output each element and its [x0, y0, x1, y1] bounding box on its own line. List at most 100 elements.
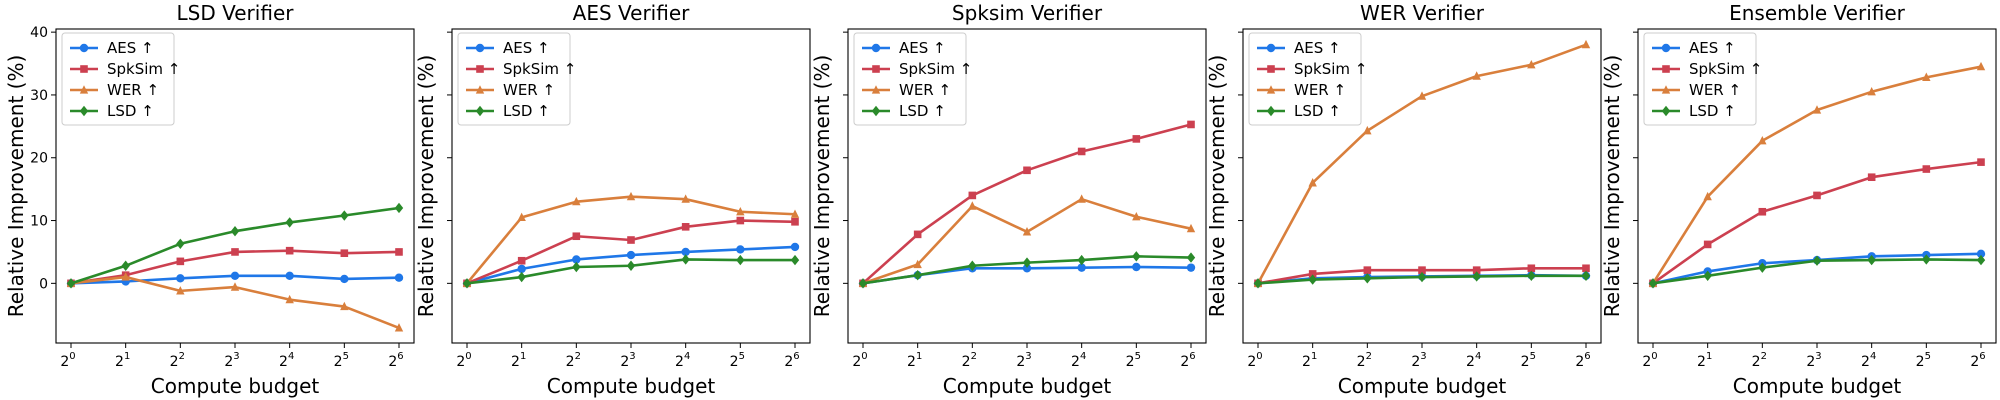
x-tick-label: 25: [1521, 351, 1536, 370]
x-axis-label: Compute budget: [547, 374, 716, 398]
legend-label: LSD ↑: [1689, 102, 1736, 120]
data-point: [736, 216, 745, 225]
data-point: [858, 278, 868, 289]
x-tick-label: 24: [279, 351, 294, 370]
data-point: [572, 196, 581, 206]
data-point: [1867, 254, 1876, 266]
x-tick-label: 20: [60, 351, 75, 370]
data-point: [1187, 120, 1195, 129]
chart-title: Spksim Verifier: [952, 1, 1103, 25]
chart-panel: Ensemble Verifier 20 21 22 23 24 25 26 Compute b…: [1600, 1, 1997, 398]
legend-label: LSD ↑: [503, 102, 550, 120]
x-tick-label: 25: [334, 351, 349, 370]
data-point: [790, 242, 800, 252]
x-tick-label: 23: [1806, 351, 1821, 370]
data-point: [736, 254, 745, 266]
data-series: [1253, 39, 1591, 287]
data-point: [285, 294, 294, 304]
data-point: [968, 260, 977, 271]
data-point: [572, 232, 581, 241]
data-point: [340, 210, 349, 221]
y-tick-label: 10: [30, 214, 48, 230]
data-point: [1703, 240, 1712, 249]
data-series: [1648, 249, 1986, 288]
legend-marker: [476, 65, 484, 73]
data-point: [1977, 158, 1985, 166]
data-point: [1472, 266, 1481, 274]
data-point: [1922, 254, 1931, 265]
data-point: [285, 246, 294, 255]
chart-panel: LSD Verifier 0 10 20 30 40 20 21 22 23 24 25 26 Compu…: [4, 1, 415, 398]
data-point: [1922, 165, 1931, 173]
legend-marker: [871, 85, 881, 94]
data-point: [176, 286, 185, 295]
data-series: [858, 194, 1196, 287]
data-point: [1703, 270, 1712, 282]
y-axis-label: Relative Improvement (%): [4, 55, 28, 318]
data-point: [1867, 173, 1876, 182]
data-point: [1132, 262, 1141, 272]
x-tick-label: 24: [1466, 351, 1481, 370]
data-point: [791, 217, 799, 226]
legend-marker: [79, 43, 89, 53]
legend: AES ↑ SpkSim ↑ WER ↑ LSD ↑: [1248, 32, 1367, 126]
x-tick-label: 26: [784, 351, 799, 370]
chart-panel: AES Verifier 20 21 22 23 24 25 26 Compute budget…: [414, 1, 811, 398]
legend-marker: [1662, 65, 1670, 73]
data-series: [1648, 254, 1986, 289]
data-point: [1527, 264, 1536, 273]
legend-marker: [1266, 105, 1276, 117]
data-point: [1417, 271, 1427, 283]
x-tick-label: 20: [456, 351, 471, 370]
data-point: [1527, 270, 1536, 282]
legend-label: AES ↑: [1294, 39, 1341, 57]
data-point: [1581, 270, 1591, 282]
data-point: [1132, 211, 1141, 221]
data-point: [681, 254, 690, 265]
data-point: [1077, 147, 1086, 156]
data-point: [1077, 263, 1086, 272]
legend: AES ↑ SpkSim ↑ WER ↑ LSD ↑: [457, 32, 576, 126]
x-tick-label: 26: [388, 351, 403, 370]
data-point: [626, 191, 636, 201]
data-point: [627, 236, 635, 244]
data-point: [736, 206, 745, 216]
data-point: [1186, 252, 1196, 263]
x-tick-label: 22: [1752, 351, 1767, 370]
data-point: [1527, 59, 1536, 69]
data-point: [1581, 39, 1591, 49]
legend-marker: [1266, 43, 1276, 53]
legend-marker: [79, 105, 89, 117]
y-tick-label: 0: [39, 276, 48, 292]
legend-label: AES ↑: [1689, 39, 1736, 57]
legend-label: SpkSim ↑: [1689, 60, 1762, 78]
x-tick-label: 25: [1126, 351, 1141, 370]
x-tick-label: 22: [1357, 351, 1372, 370]
data-point: [1976, 61, 1986, 71]
data-point: [66, 278, 76, 289]
legend-label: LSD ↑: [107, 102, 154, 120]
data-point: [1922, 72, 1931, 81]
legend-marker: [79, 85, 89, 94]
legend-label: AES ↑: [107, 39, 154, 57]
data-point: [176, 274, 185, 283]
x-tick-label: 23: [224, 351, 239, 370]
data-point: [517, 256, 526, 265]
data-point: [1186, 223, 1196, 233]
chart-panel: WER Verifier 20 21 22 23 24 25 26 Compute budget…: [1205, 1, 1602, 398]
legend-label: LSD ↑: [899, 102, 946, 120]
data-point: [231, 248, 239, 256]
legend-label: WER ↑: [899, 81, 951, 99]
data-point: [1812, 255, 1822, 266]
legend-marker: [1661, 43, 1671, 53]
x-tick-label: 24: [675, 351, 690, 370]
legend-label: WER ↑: [503, 81, 555, 99]
data-point: [790, 209, 800, 218]
data-point: [1363, 125, 1372, 135]
data-point: [1308, 178, 1317, 187]
x-tick-label: 24: [1071, 351, 1086, 370]
x-tick-label: 23: [620, 351, 635, 370]
data-series: [1649, 158, 1985, 288]
x-tick-label: 20: [852, 351, 867, 370]
